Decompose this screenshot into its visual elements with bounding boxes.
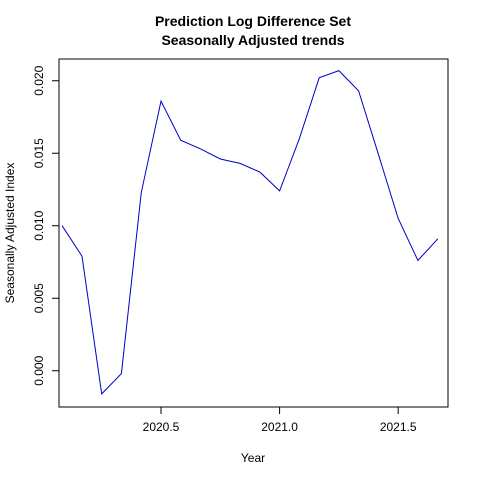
- x-tick-label: 2021.5: [380, 420, 417, 434]
- x-axis: 2020.5 2021.0 2021.5: [143, 406, 417, 434]
- x-tick-label: 2020.5: [143, 420, 180, 434]
- series-layer: [61, 70, 439, 395]
- y-tick-label: 0.000: [32, 355, 46, 385]
- y-tick-label: 0.010: [32, 210, 46, 240]
- y-tick-label: 0.020: [32, 65, 46, 95]
- y-axis: 0.000 0.005 0.010 0.015 0.020: [32, 65, 60, 386]
- y-tick-label: 0.005: [32, 283, 46, 313]
- chart-subtitle: Seasonally Adjusted trends: [161, 32, 344, 48]
- series-line: [61, 70, 439, 395]
- y-tick-label: 0.015: [32, 138, 46, 168]
- plot-frame: [58, 58, 449, 408]
- x-tick-label: 2021.0: [261, 420, 298, 434]
- y-axis-label: Seasonally Adjusted Index: [3, 163, 17, 304]
- x-axis-label: Year: [241, 451, 265, 465]
- chart-title: Prediction Log Difference Set: [155, 13, 351, 29]
